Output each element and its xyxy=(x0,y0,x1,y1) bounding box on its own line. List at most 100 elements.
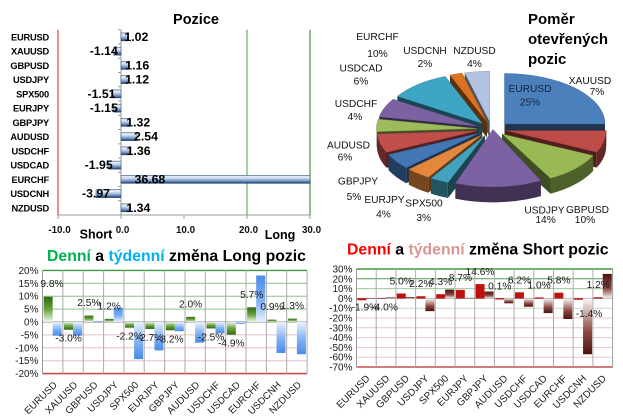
svg-text:4%: 4% xyxy=(376,210,391,221)
svg-text:XAUUSD: XAUUSD xyxy=(569,76,611,87)
svg-text:EURCHF: EURCHF xyxy=(356,32,398,43)
svg-text:-1.51: -1.51 xyxy=(87,87,115,101)
svg-text:25%: 25% xyxy=(520,98,540,109)
svg-text:NZDUSD: NZDUSD xyxy=(453,46,495,57)
svg-text:Pozice: Pozice xyxy=(173,12,219,28)
svg-text:-4.9%: -4.9% xyxy=(218,339,245,350)
svg-text:10%: 10% xyxy=(332,284,352,295)
svg-text:-15%: -15% xyxy=(15,356,38,367)
svg-text:-70%: -70% xyxy=(329,363,352,374)
svg-text:-2.7%: -2.7% xyxy=(137,333,164,344)
svg-text:1.36: 1.36 xyxy=(127,144,151,158)
svg-text:5.7%: 5.7% xyxy=(240,290,263,301)
svg-text:USDJPY: USDJPY xyxy=(524,206,564,217)
svg-text:10%: 10% xyxy=(18,292,38,303)
svg-text:GBPJPY: GBPJPY xyxy=(338,177,378,188)
svg-text:1.16: 1.16 xyxy=(125,58,149,72)
svg-text:6%: 6% xyxy=(354,77,369,88)
svg-text:20.0: 20.0 xyxy=(239,225,259,236)
svg-text:USDCHF: USDCHF xyxy=(335,99,377,110)
svg-text:30%: 30% xyxy=(332,265,352,276)
svg-text:1.02: 1.02 xyxy=(124,30,148,44)
svg-text:8.7%: 8.7% xyxy=(449,273,472,284)
svg-text:-40%: -40% xyxy=(329,333,352,344)
svg-text:USDCNH: USDCNH xyxy=(403,46,447,57)
svg-text:SPX500: SPX500 xyxy=(16,89,49,99)
svg-text:-3.97: -3.97 xyxy=(82,187,110,201)
svg-text:7%: 7% xyxy=(590,87,605,98)
svg-text:otevřených: otevřených xyxy=(528,31,608,48)
svg-text:1.32: 1.32 xyxy=(126,115,150,129)
svg-text:-10%: -10% xyxy=(329,304,352,315)
svg-text:-60%: -60% xyxy=(329,353,352,364)
svg-text:2.5%: 2.5% xyxy=(77,298,100,309)
svg-text:-50%: -50% xyxy=(329,343,352,354)
svg-text:EURUSD: EURUSD xyxy=(11,32,50,42)
svg-text:1.0%: 1.0% xyxy=(527,280,550,291)
svg-text:-2.5%: -2.5% xyxy=(198,332,225,343)
svg-text:4%: 4% xyxy=(348,112,363,123)
svg-text:1.3%: 1.3% xyxy=(281,301,304,312)
svg-text:EURJPY: EURJPY xyxy=(13,104,50,114)
svg-text:0%: 0% xyxy=(338,294,353,305)
svg-text:-3.0%: -3.0% xyxy=(55,334,82,345)
svg-text:Denní a týdenní změna Long poz: Denní a týdenní změna Long pozic xyxy=(47,248,306,265)
svg-text:-1.9%: -1.9% xyxy=(352,302,379,313)
svg-text:USDCAD: USDCAD xyxy=(339,64,382,75)
svg-text:10%: 10% xyxy=(575,215,595,226)
svg-text:Denní a týdenní změna Short po: Denní a týdenní změna Short pozic xyxy=(347,242,609,259)
svg-text:-1.95: -1.95 xyxy=(85,158,113,172)
svg-text:Poměr: Poměr xyxy=(528,11,575,28)
svg-text:36.68: 36.68 xyxy=(135,172,166,186)
svg-text:USDCNH: USDCNH xyxy=(10,189,49,199)
svg-text:Long: Long xyxy=(265,228,296,242)
svg-text:-20%: -20% xyxy=(329,314,352,325)
svg-text:-3.2%: -3.2% xyxy=(157,334,184,345)
svg-text:-1.4%: -1.4% xyxy=(576,309,603,320)
svg-text:USDJPY: USDJPY xyxy=(13,75,50,85)
svg-text:9.8%: 9.8% xyxy=(40,279,63,290)
svg-text:1.12: 1.12 xyxy=(125,73,149,87)
svg-text:5%: 5% xyxy=(347,192,362,203)
svg-text:pozic: pozic xyxy=(528,51,566,68)
svg-text:-5%: -5% xyxy=(21,330,39,341)
svg-text:-30%: -30% xyxy=(329,323,352,334)
svg-text:2.0%: 2.0% xyxy=(179,299,202,310)
svg-text:10%: 10% xyxy=(367,49,387,60)
svg-text:6%: 6% xyxy=(338,153,353,164)
svg-text:14%: 14% xyxy=(535,215,555,226)
svg-text:2.2%: 2.2% xyxy=(409,279,432,290)
svg-text:0.1%: 0.1% xyxy=(488,281,511,292)
svg-text:1.2%: 1.2% xyxy=(98,301,121,312)
svg-text:USDCHF: USDCHF xyxy=(11,146,49,156)
svg-text:Short: Short xyxy=(80,228,113,242)
svg-text:2.54: 2.54 xyxy=(134,130,158,144)
svg-text:-20%: -20% xyxy=(15,369,38,380)
svg-text:6.2%: 6.2% xyxy=(508,275,531,286)
svg-text:-1.14: -1.14 xyxy=(90,44,118,58)
svg-text:4%: 4% xyxy=(467,59,482,70)
svg-text:20%: 20% xyxy=(332,274,352,285)
svg-text:EURUSD: EURUSD xyxy=(508,84,551,95)
svg-text:0%: 0% xyxy=(24,318,39,329)
svg-text:5.8%: 5.8% xyxy=(547,276,570,287)
svg-text:1.34: 1.34 xyxy=(126,201,150,215)
svg-text:2%: 2% xyxy=(418,59,433,70)
svg-text:4.3%: 4.3% xyxy=(429,277,452,288)
svg-text:15%: 15% xyxy=(18,279,38,290)
svg-text:-10%: -10% xyxy=(15,343,38,354)
svg-text:AUDUSD: AUDUSD xyxy=(10,132,49,142)
svg-text:-2.2%: -2.2% xyxy=(116,332,143,343)
svg-text:1.2%: 1.2% xyxy=(587,280,610,291)
svg-text:0.0: 0.0 xyxy=(116,225,130,236)
svg-text:0.9%: 0.9% xyxy=(260,302,283,313)
svg-text:-10.0: -10.0 xyxy=(48,225,71,236)
svg-text:10.0: 10.0 xyxy=(176,225,196,236)
svg-text:-1.15: -1.15 xyxy=(90,101,118,115)
svg-text:5%: 5% xyxy=(24,305,39,316)
svg-text:3%: 3% xyxy=(416,213,431,224)
svg-text:GBPJPY: GBPJPY xyxy=(12,118,50,128)
svg-text:SPX500: SPX500 xyxy=(405,199,443,210)
svg-text:EURJPY: EURJPY xyxy=(364,195,404,206)
svg-text:30.0: 30.0 xyxy=(302,225,322,236)
